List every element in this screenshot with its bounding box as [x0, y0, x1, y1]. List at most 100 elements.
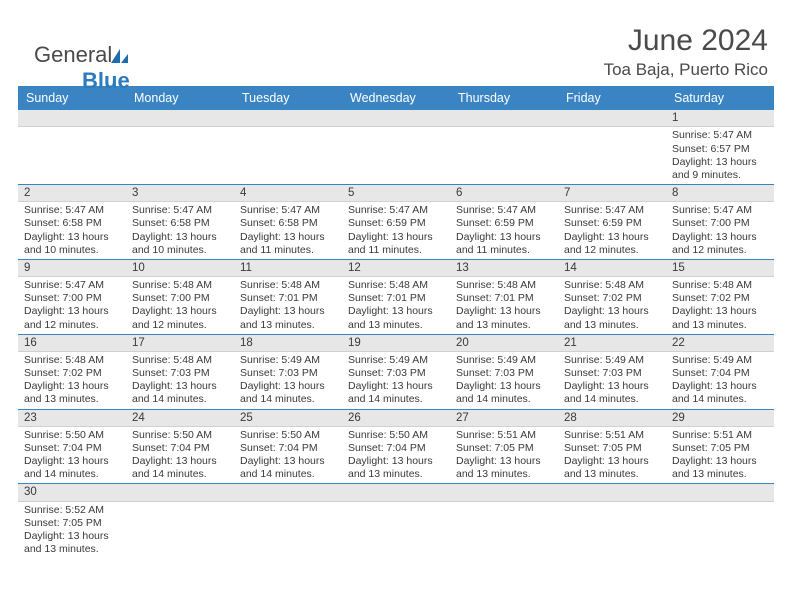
week-row: 23Sunrise: 5:50 AMSunset: 7:04 PMDayligh…: [18, 409, 774, 484]
day-cell: 12Sunrise: 5:48 AMSunset: 7:01 PMDayligh…: [342, 259, 450, 334]
day-details: [342, 502, 450, 554]
day-details: Sunrise: 5:51 AMSunset: 7:05 PMDaylight:…: [666, 427, 774, 484]
day-details: Sunrise: 5:50 AMSunset: 7:04 PMDaylight:…: [234, 427, 342, 484]
day-details: Sunrise: 5:48 AMSunset: 7:01 PMDaylight:…: [234, 277, 342, 334]
day-number: [126, 110, 234, 127]
day-details: [450, 502, 558, 554]
location: Toa Baja, Puerto Rico: [18, 60, 768, 80]
day-cell: 29Sunrise: 5:51 AMSunset: 7:05 PMDayligh…: [666, 409, 774, 484]
day-details: Sunrise: 5:47 AMSunset: 7:00 PMDaylight:…: [666, 202, 774, 259]
day-cell: 28Sunrise: 5:51 AMSunset: 7:05 PMDayligh…: [558, 409, 666, 484]
brand-part1: General: [34, 42, 112, 67]
day-cell: 4Sunrise: 5:47 AMSunset: 6:58 PMDaylight…: [234, 184, 342, 259]
day-number: 28: [558, 410, 666, 427]
empty-cell: [450, 110, 558, 184]
day-number: 7: [558, 185, 666, 202]
day-details: Sunrise: 5:47 AMSunset: 6:58 PMDaylight:…: [126, 202, 234, 259]
day-details: [126, 502, 234, 554]
day-cell: 21Sunrise: 5:49 AMSunset: 7:03 PMDayligh…: [558, 334, 666, 409]
day-number: 20: [450, 335, 558, 352]
day-cell: 18Sunrise: 5:49 AMSunset: 7:03 PMDayligh…: [234, 334, 342, 409]
day-number: [234, 484, 342, 501]
day-cell: 14Sunrise: 5:48 AMSunset: 7:02 PMDayligh…: [558, 259, 666, 334]
day-details: Sunrise: 5:52 AMSunset: 7:05 PMDaylight:…: [18, 502, 126, 559]
week-row: 1Sunrise: 5:47 AMSunset: 6:57 PMDaylight…: [18, 110, 774, 184]
day-number: 10: [126, 260, 234, 277]
day-details: Sunrise: 5:47 AMSunset: 6:59 PMDaylight:…: [558, 202, 666, 259]
day-cell: 17Sunrise: 5:48 AMSunset: 7:03 PMDayligh…: [126, 334, 234, 409]
day-header: Wednesday: [342, 86, 450, 110]
day-number: 26: [342, 410, 450, 427]
day-cell: 1Sunrise: 5:47 AMSunset: 6:57 PMDaylight…: [666, 110, 774, 184]
day-details: Sunrise: 5:48 AMSunset: 7:01 PMDaylight:…: [342, 277, 450, 334]
day-header: Monday: [126, 86, 234, 110]
day-details: Sunrise: 5:50 AMSunset: 7:04 PMDaylight:…: [126, 427, 234, 484]
day-cell: 5Sunrise: 5:47 AMSunset: 6:59 PMDaylight…: [342, 184, 450, 259]
day-number: 1: [666, 110, 774, 127]
day-details: Sunrise: 5:47 AMSunset: 7:00 PMDaylight:…: [18, 277, 126, 334]
day-details: Sunrise: 5:48 AMSunset: 7:01 PMDaylight:…: [450, 277, 558, 334]
day-cell: 22Sunrise: 5:49 AMSunset: 7:04 PMDayligh…: [666, 334, 774, 409]
empty-cell: [342, 110, 450, 184]
day-details: [666, 502, 774, 554]
day-details: Sunrise: 5:50 AMSunset: 7:04 PMDaylight:…: [342, 427, 450, 484]
day-details: [234, 502, 342, 554]
day-number: [234, 110, 342, 127]
day-details: [558, 502, 666, 554]
brand-part2: Blue: [82, 68, 130, 93]
day-number: 11: [234, 260, 342, 277]
day-cell: 16Sunrise: 5:48 AMSunset: 7:02 PMDayligh…: [18, 334, 126, 409]
day-number: 29: [666, 410, 774, 427]
day-number: [558, 110, 666, 127]
day-details: Sunrise: 5:47 AMSunset: 6:59 PMDaylight:…: [450, 202, 558, 259]
day-number: 30: [18, 484, 126, 501]
day-cell: 23Sunrise: 5:50 AMSunset: 7:04 PMDayligh…: [18, 409, 126, 484]
day-header: Thursday: [450, 86, 558, 110]
day-header: Tuesday: [234, 86, 342, 110]
day-cell: 20Sunrise: 5:49 AMSunset: 7:03 PMDayligh…: [450, 334, 558, 409]
empty-cell: [558, 110, 666, 184]
day-details: [342, 127, 450, 179]
day-number: 19: [342, 335, 450, 352]
day-details: Sunrise: 5:47 AMSunset: 6:58 PMDaylight:…: [18, 202, 126, 259]
day-number: 4: [234, 185, 342, 202]
week-row: 16Sunrise: 5:48 AMSunset: 7:02 PMDayligh…: [18, 334, 774, 409]
day-cell: 6Sunrise: 5:47 AMSunset: 6:59 PMDaylight…: [450, 184, 558, 259]
day-cell: 27Sunrise: 5:51 AMSunset: 7:05 PMDayligh…: [450, 409, 558, 484]
day-cell: 11Sunrise: 5:48 AMSunset: 7:01 PMDayligh…: [234, 259, 342, 334]
day-number: [126, 484, 234, 501]
day-cell: 24Sunrise: 5:50 AMSunset: 7:04 PMDayligh…: [126, 409, 234, 484]
day-details: Sunrise: 5:47 AMSunset: 6:57 PMDaylight:…: [666, 127, 774, 184]
day-cell: 7Sunrise: 5:47 AMSunset: 6:59 PMDaylight…: [558, 184, 666, 259]
day-details: [450, 127, 558, 179]
day-details: Sunrise: 5:48 AMSunset: 7:02 PMDaylight:…: [558, 277, 666, 334]
day-details: Sunrise: 5:48 AMSunset: 7:00 PMDaylight:…: [126, 277, 234, 334]
day-cell: 8Sunrise: 5:47 AMSunset: 7:00 PMDaylight…: [666, 184, 774, 259]
day-cell: 10Sunrise: 5:48 AMSunset: 7:00 PMDayligh…: [126, 259, 234, 334]
day-details: Sunrise: 5:47 AMSunset: 6:58 PMDaylight:…: [234, 202, 342, 259]
empty-cell: [126, 484, 234, 558]
day-number: 2: [18, 185, 126, 202]
empty-cell: [18, 110, 126, 184]
empty-cell: [558, 484, 666, 558]
day-details: Sunrise: 5:48 AMSunset: 7:02 PMDaylight:…: [666, 277, 774, 334]
day-number: [342, 484, 450, 501]
sail-icon: [110, 48, 130, 64]
day-header: Saturday: [666, 86, 774, 110]
month-title: June 2024: [18, 24, 768, 58]
week-row: 9Sunrise: 5:47 AMSunset: 7:00 PMDaylight…: [18, 259, 774, 334]
day-number: [450, 110, 558, 127]
day-details: [558, 127, 666, 179]
day-number: 3: [126, 185, 234, 202]
day-cell: 13Sunrise: 5:48 AMSunset: 7:01 PMDayligh…: [450, 259, 558, 334]
day-number: 24: [126, 410, 234, 427]
day-number: 13: [450, 260, 558, 277]
day-cell: 15Sunrise: 5:48 AMSunset: 7:02 PMDayligh…: [666, 259, 774, 334]
day-number: 8: [666, 185, 774, 202]
day-number: [666, 484, 774, 501]
day-number: [18, 110, 126, 127]
empty-cell: [450, 484, 558, 558]
day-details: Sunrise: 5:47 AMSunset: 6:59 PMDaylight:…: [342, 202, 450, 259]
day-details: Sunrise: 5:51 AMSunset: 7:05 PMDaylight:…: [558, 427, 666, 484]
day-details: Sunrise: 5:48 AMSunset: 7:03 PMDaylight:…: [126, 352, 234, 409]
